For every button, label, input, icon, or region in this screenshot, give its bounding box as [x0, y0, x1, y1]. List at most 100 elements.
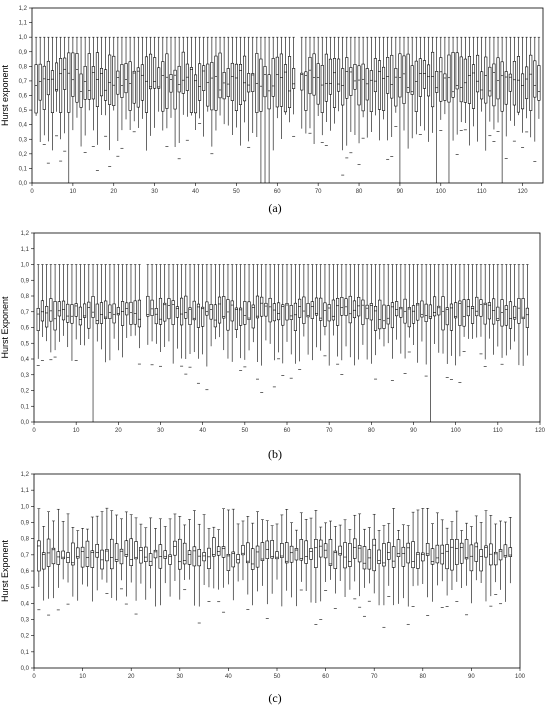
y-axis-label: Hurst Exponent: [0, 296, 10, 359]
box-plot: [293, 264, 297, 364]
box-iqr: [55, 62, 59, 92]
box-iqr: [492, 298, 496, 325]
box-iqr: [316, 63, 320, 105]
box-plot: [489, 515, 493, 607]
box-plot: [464, 522, 469, 616]
box-plot: [357, 513, 362, 608]
box-iqr: [431, 51, 435, 108]
box-iqr: [474, 542, 479, 562]
box-iqr: [352, 300, 357, 319]
box-iqr: [367, 549, 372, 570]
box-plot: [428, 264, 432, 422]
box-iqr: [277, 302, 281, 321]
box-iqr: [275, 551, 279, 560]
x-tick-label: 40: [225, 674, 232, 680]
box-plot: [517, 264, 521, 366]
box-plot: [427, 36, 431, 142]
box-plot: [437, 264, 441, 353]
box-iqr: [153, 549, 158, 559]
box-iqr: [320, 65, 324, 113]
box-iqr: [189, 67, 193, 113]
box-plot: [289, 264, 293, 379]
box-plot: [401, 524, 406, 599]
box-plot: [271, 36, 275, 151]
box-iqr: [51, 547, 56, 565]
box-iqr: [212, 537, 216, 557]
box-plot: [304, 519, 308, 592]
y-tick-label: 0,9: [21, 278, 30, 284]
box-iqr: [165, 53, 169, 109]
box-iqr: [216, 546, 221, 556]
box-plot: [496, 36, 500, 132]
box-iqr: [420, 300, 424, 318]
box-iqr: [83, 65, 87, 100]
y-tick-label: 0,5: [19, 108, 28, 114]
box-iqr: [180, 297, 184, 326]
box-plot: [178, 516, 182, 600]
box-plot: [451, 36, 455, 141]
y-tick-label: 0,4: [21, 601, 30, 607]
box-iqr: [391, 546, 396, 568]
y-tick-label: 0,7: [21, 310, 30, 316]
box-iqr: [53, 301, 57, 331]
box-iqr: [427, 64, 431, 97]
box-iqr: [168, 554, 172, 565]
box-plot: [369, 264, 373, 364]
box-plot: [466, 264, 470, 339]
box-iqr: [357, 65, 361, 106]
boxplot-chart-c: 0,0 0,1 0,2 0,3 0,4 0,5 0,6 0,7 0,8 0,9 1,0 1,1 1,2 0…: [0, 472, 526, 680]
box-plot: [231, 508, 236, 601]
box-iqr: [128, 61, 132, 111]
box-plot: [459, 530, 464, 589]
box-plot: [421, 508, 425, 585]
box-plot: [328, 36, 332, 131]
box-iqr: [192, 546, 197, 567]
box-iqr: [406, 542, 410, 564]
box-plot: [504, 36, 508, 159]
box-plot: [188, 264, 192, 368]
box-plot: [105, 507, 109, 594]
box-iqr: [496, 306, 500, 321]
box-iqr: [454, 302, 458, 319]
box-iqr: [512, 61, 516, 106]
box-iqr: [108, 304, 112, 319]
box-plot: [250, 522, 255, 606]
x-tick-label: 0: [32, 428, 36, 434]
box-plot: [270, 525, 274, 594]
box-plot: [168, 518, 172, 597]
box-iqr: [390, 302, 394, 329]
box-plot: [264, 264, 268, 341]
box-plot: [332, 36, 337, 124]
box-iqr: [187, 550, 192, 565]
box-iqr: [61, 550, 65, 560]
box-iqr: [182, 542, 187, 565]
box-iqr: [533, 60, 537, 98]
box-iqr: [504, 305, 508, 326]
box-iqr: [75, 53, 79, 103]
box-plot: [440, 519, 444, 608]
box-plot: [280, 514, 284, 607]
box-plot: [202, 36, 206, 137]
box-plot: [435, 512, 440, 586]
box-iqr: [292, 68, 296, 89]
box-iqr: [516, 56, 520, 113]
box-iqr: [283, 64, 287, 113]
x-tick-label: 50: [274, 674, 281, 680]
box-iqr: [80, 546, 85, 568]
box-plot: [309, 517, 313, 603]
box-iqr: [234, 63, 238, 111]
box-iqr: [416, 552, 420, 569]
y-tick-label: 1,1: [19, 21, 28, 27]
box-plot: [463, 36, 467, 131]
box-plot: [328, 520, 333, 580]
box-plot: [349, 36, 353, 154]
box-iqr: [272, 303, 276, 322]
box-iqr: [202, 552, 206, 562]
box-iqr: [401, 546, 406, 567]
box-iqr: [469, 544, 474, 572]
y-tick-label: 0,1: [21, 650, 30, 656]
box-iqr: [377, 549, 381, 564]
box-iqr: [136, 67, 140, 108]
box-iqr: [163, 550, 167, 559]
box-iqr: [458, 300, 462, 326]
